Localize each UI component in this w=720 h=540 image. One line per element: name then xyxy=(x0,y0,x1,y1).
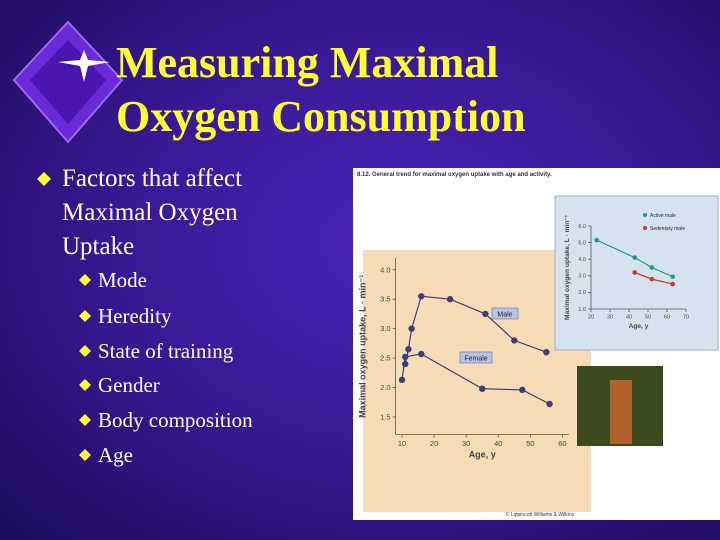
point xyxy=(546,400,553,408)
point xyxy=(632,255,637,260)
legend-label: Female xyxy=(464,356,487,363)
x-tick-label: 20 xyxy=(588,315,594,321)
legend-box xyxy=(459,351,493,364)
x-tick-label: 30 xyxy=(462,439,470,448)
legend-box xyxy=(491,307,519,320)
point xyxy=(543,348,550,356)
figure xyxy=(353,168,720,520)
y-axis-label: Maximal oxygen uptake, L · min⁻¹ xyxy=(564,215,571,320)
x-axis-label: Age, y xyxy=(629,323,649,330)
point xyxy=(402,360,409,368)
x-tick-label: 50 xyxy=(645,315,651,321)
point xyxy=(405,346,412,353)
point xyxy=(511,337,518,344)
sub-bullet: Age xyxy=(98,443,133,467)
x-tick-label: 20 xyxy=(430,439,438,448)
series-line xyxy=(596,239,673,278)
copyright: © Lippincott Williams & Wilkins xyxy=(506,511,575,518)
y-tick-label: 3.0 xyxy=(380,324,390,333)
series-line xyxy=(404,295,547,365)
y-tick-label: 3.0 xyxy=(578,274,586,280)
x-tick-label: 70 xyxy=(683,315,689,321)
point xyxy=(482,310,489,318)
point xyxy=(418,350,425,358)
x-tick-label: 40 xyxy=(494,439,502,448)
sub-bullet: Heredity xyxy=(98,304,172,328)
point xyxy=(670,281,675,287)
y-tick-label: 2.0 xyxy=(380,383,390,392)
y-axis-label: Maximal oxygen uptake, L · min⁻¹ xyxy=(358,275,368,418)
y-tick-label: 2.5 xyxy=(380,354,390,363)
y-tick-label: 1.5 xyxy=(380,412,390,421)
bullet-icons xyxy=(37,172,91,461)
legend-label: Active male xyxy=(650,213,676,219)
x-tick-label: 60 xyxy=(558,439,566,448)
point xyxy=(418,293,425,300)
point xyxy=(408,325,415,332)
figure-caption: 8.12. General trend for maximal oxygen u… xyxy=(357,172,552,178)
point xyxy=(632,270,637,275)
y-tick-label: 6.0 xyxy=(578,224,586,230)
y-tick-label: 1.0 xyxy=(578,307,586,313)
y-tick-label: 5.0 xyxy=(578,240,586,246)
point xyxy=(398,376,406,384)
y-tick-label: 4.0 xyxy=(578,257,586,263)
sub-bullet: State of training xyxy=(98,339,234,363)
logo-diamond xyxy=(12,20,124,144)
point xyxy=(670,274,675,279)
series-line xyxy=(401,353,550,405)
point xyxy=(479,385,486,392)
x-tick-label: 60 xyxy=(664,315,670,321)
x-tick-label: 30 xyxy=(607,315,613,321)
title: Measuring Maximal Oxygen Consumption xyxy=(116,36,526,144)
point xyxy=(402,353,409,361)
point xyxy=(649,276,655,282)
legend-marker xyxy=(643,213,647,217)
legend-label: Sedentary male xyxy=(650,226,685,232)
sub-bullet: Body composition xyxy=(98,408,253,432)
y-tick-label: 2.0 xyxy=(578,290,586,296)
title-line: Oxygen Consumption xyxy=(116,92,526,141)
point xyxy=(649,265,655,270)
x-tick-label: 40 xyxy=(626,315,632,321)
sub-bullet: Mode xyxy=(98,268,147,292)
x-axis-label: Age, y xyxy=(469,450,496,460)
title-line: Measuring Maximal xyxy=(116,38,499,87)
y-tick-label: 3.5 xyxy=(380,295,390,304)
bullet: Factors that affect Maximal Oxygen Uptak… xyxy=(62,165,243,260)
point xyxy=(446,296,454,303)
sub-bullet: Gender xyxy=(98,373,160,397)
point xyxy=(519,386,526,394)
x-tick-label: 10 xyxy=(398,439,406,448)
point xyxy=(594,237,599,243)
legend-label: Male xyxy=(497,312,512,319)
y-tick-label: 4.0 xyxy=(380,265,390,274)
legend-marker xyxy=(643,226,647,230)
x-tick-label: 50 xyxy=(526,439,534,448)
